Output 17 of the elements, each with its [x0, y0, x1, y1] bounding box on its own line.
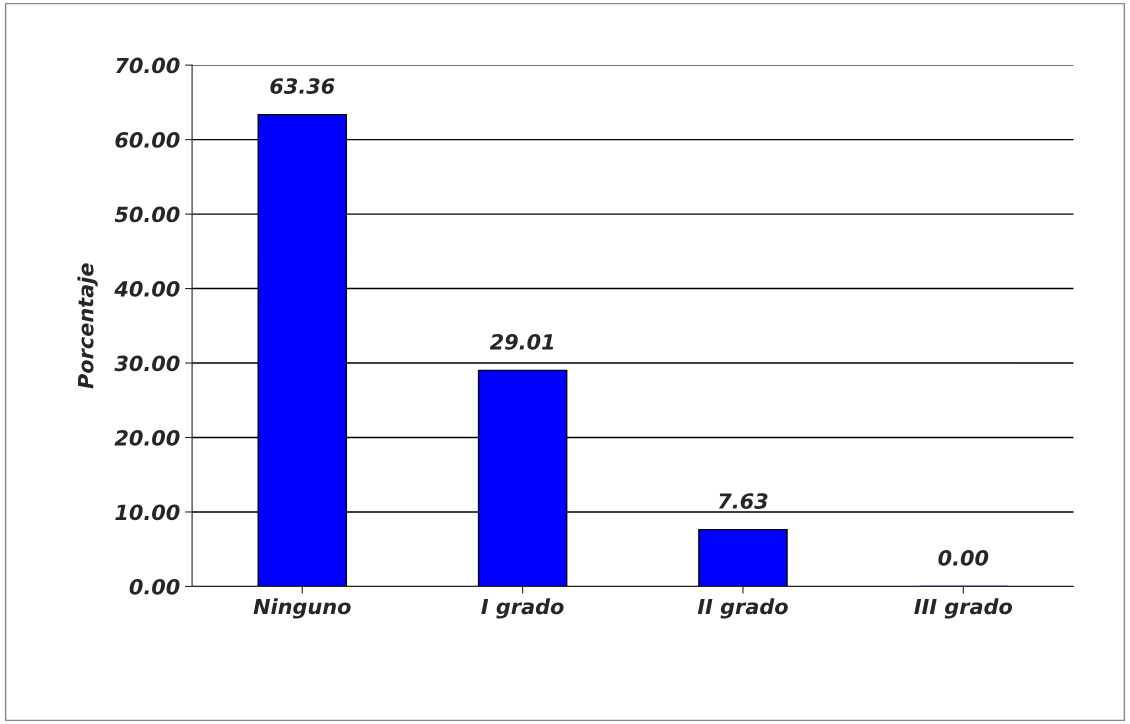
- y-tick-label: 60.00: [115, 132, 180, 148]
- data-label: 0.00: [938, 549, 989, 566]
- data-label: 29.01: [489, 333, 554, 350]
- y-tick-label: 40.00: [114, 281, 180, 297]
- y-axis-title: Porcentaje: [77, 263, 98, 389]
- x-tick-label: Ninguno: [253, 598, 351, 619]
- x-tick-label: II grado: [697, 598, 788, 619]
- data-label: 7.63: [718, 493, 768, 509]
- data-label: 63.36: [270, 78, 335, 94]
- y-tick-label: 0.00: [129, 578, 180, 595]
- x-tick-label: III grado: [914, 598, 1013, 619]
- y-tick-label: 20.00: [114, 429, 180, 446]
- y-tick-label: 30.00: [114, 355, 180, 372]
- x-tick-label: I grado: [481, 598, 564, 619]
- y-tick-label: 10.00: [115, 504, 180, 521]
- y-tick-label: 70.00: [116, 57, 180, 74]
- y-tick-label: 50.00: [114, 206, 180, 223]
